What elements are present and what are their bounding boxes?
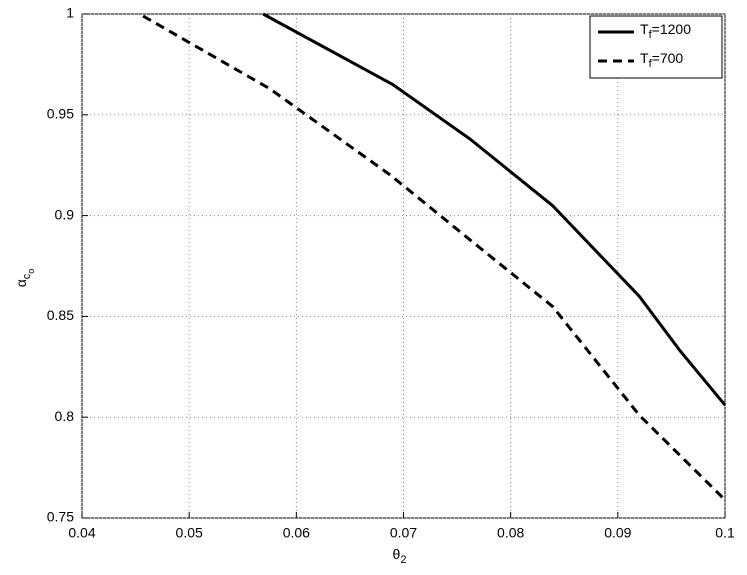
y-tick-label: 0.85 — [47, 307, 74, 323]
y-tick-label: 0.8 — [55, 408, 75, 424]
legend-box — [589, 15, 723, 79]
legend-label: Tf=1200 — [640, 21, 691, 41]
x-tick-label: 0.08 — [497, 525, 524, 541]
x-axis-label: θ2 — [393, 546, 407, 566]
x-tick-label: 0.07 — [390, 525, 417, 541]
legend-label: Tf=700 — [640, 50, 683, 70]
line — [262, 12, 727, 407]
y-tick-label: 0.95 — [47, 106, 74, 122]
x-tick-label: 0.09 — [604, 525, 631, 541]
y-axis-label: αco — [13, 269, 37, 288]
y-tick-label: 0.9 — [55, 206, 75, 222]
x-tick-label: 0.04 — [68, 525, 95, 541]
line — [142, 14, 727, 501]
x-tick-label: 0.1 — [715, 525, 735, 541]
x-tick-label: 0.06 — [283, 525, 310, 541]
y-tick-label: 1 — [66, 5, 74, 21]
y-tick-label: 0.75 — [47, 509, 74, 525]
x-tick-label: 0.05 — [176, 525, 203, 541]
